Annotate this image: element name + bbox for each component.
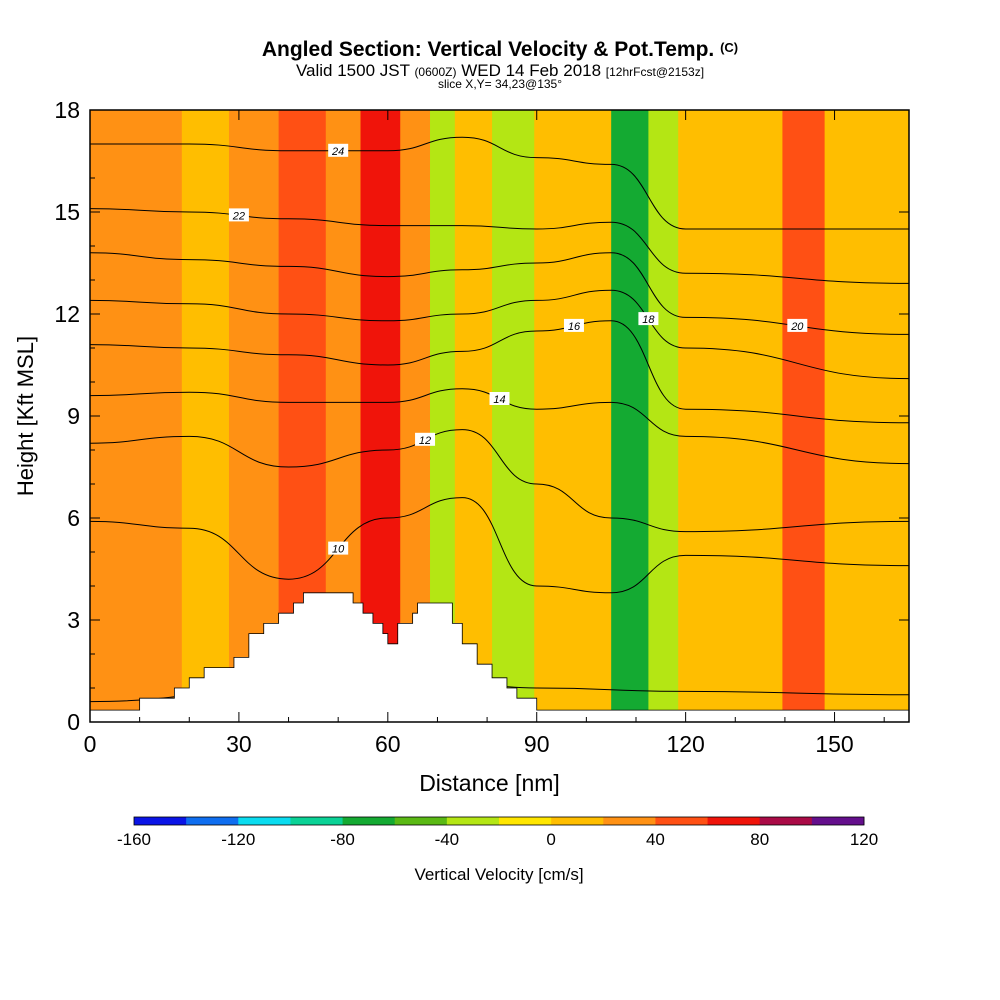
velocity-column (454, 110, 493, 722)
colorbar-swatch (186, 817, 239, 825)
velocity-column (611, 110, 649, 722)
contour-label-box (228, 208, 249, 222)
colorbar-swatch (290, 817, 343, 825)
velocity-column (492, 110, 535, 722)
contour-label: 16 (568, 321, 581, 333)
velocity-column (534, 110, 570, 722)
chart-title: Angled Section: Vertical Velocity & Pot.… (261, 38, 739, 61)
theta-contour-line (90, 208, 909, 284)
colorbar-swatch (342, 817, 396, 825)
contour-label-box (415, 432, 436, 446)
contour-label: 20 (790, 321, 804, 333)
contour-label-box (638, 312, 659, 326)
colorbar-tick-label: 0 (546, 830, 555, 849)
y-axis-label: Height [Kft MSL] (13, 336, 38, 496)
y-tick-label: 0 (67, 709, 80, 735)
colorbar-tick-label: -120 (221, 830, 255, 849)
theta-contour-line (90, 136, 909, 230)
x-tick-label: 150 (815, 731, 853, 757)
colorbar-tick-label: -80 (330, 830, 355, 849)
contour-label: 24 (331, 146, 344, 158)
colorbar-swatch (551, 817, 604, 825)
contour-label-box (787, 318, 808, 332)
velocity-column (824, 110, 878, 722)
x-tick-label: 120 (666, 731, 704, 757)
velocity-column (119, 110, 183, 722)
colorbar-swatch (394, 817, 448, 825)
theta-contour-line (90, 320, 909, 424)
y-tick-label: 18 (54, 97, 80, 123)
colorbar-tick-label: 120 (850, 830, 878, 849)
colorbar-tick-label: 80 (750, 830, 769, 849)
velocity-field (90, 110, 909, 722)
x-tick-label: 90 (524, 731, 550, 757)
colorbar-tick-label: -160 (117, 830, 151, 849)
contour-label: 10 (332, 544, 345, 556)
colorbar-swatch (603, 817, 656, 825)
colorbar-swatch (811, 817, 865, 825)
theta-contour-line (90, 388, 909, 465)
velocity-column (181, 110, 230, 722)
colorbar-swatch (655, 817, 708, 825)
axes: 0 30 60 90 120 150 0 3 6 9 12 15 18 Distance [nm] Heig… (13, 97, 910, 796)
contour-label-box (563, 318, 584, 332)
velocity-column (568, 110, 612, 722)
theta-contour-line (90, 429, 909, 533)
theta-contours: 81012141618202224 (90, 136, 909, 703)
theta-contour-line (90, 289, 909, 380)
terrain (90, 592, 909, 722)
y-tick-label: 9 (67, 403, 80, 429)
colorbar: -160 -120 -80 -40 0 40 80 120 Vertical Velocity … (117, 816, 878, 884)
colorbar-swatch (446, 817, 500, 825)
velocity-column (782, 110, 826, 722)
contour-label-box (489, 392, 510, 405)
x-tick-label: 60 (375, 731, 401, 757)
colorbar-tick-label: -40 (435, 830, 460, 849)
colorbar-swatch (499, 817, 552, 825)
y-tick-label: 12 (54, 301, 80, 327)
contour-label: 18 (642, 314, 655, 326)
contour-label: 12 (419, 435, 431, 447)
velocity-column (678, 110, 729, 722)
y-tick-label: 6 (67, 505, 80, 531)
contour-label: 22 (232, 210, 245, 222)
colorbar-swatch (238, 817, 291, 825)
colorbar-frame (133, 816, 865, 826)
contour-label-box (328, 143, 349, 157)
colorbar-label: Vertical Velocity [cm/s] (414, 865, 583, 884)
velocity-column (727, 110, 783, 722)
colorbar-swatch (707, 817, 761, 825)
x-tick-label: 0 (84, 731, 97, 757)
contour-label-box (328, 541, 349, 555)
theta-contour-line (90, 252, 909, 335)
velocity-column (648, 110, 679, 722)
contour-label: 14 (493, 394, 505, 406)
colorbar-swatch (134, 817, 187, 825)
theta-contour-line (90, 497, 909, 594)
chart-subtitle: Valid 1500 JST (0600Z) WED 14 Feb 2018 [… (295, 61, 705, 80)
slice-info: slice X,Y= 34,23@135° (437, 77, 563, 91)
x-tick-label: 30 (226, 731, 252, 757)
y-tick-label: 3 (67, 607, 80, 633)
x-axis-label: Distance [nm] (419, 770, 560, 796)
terrain-mask (90, 592, 909, 722)
y-tick-label: 15 (54, 199, 80, 225)
colorbar-tick-label: 40 (646, 830, 665, 849)
colorbar-swatch (759, 817, 813, 825)
